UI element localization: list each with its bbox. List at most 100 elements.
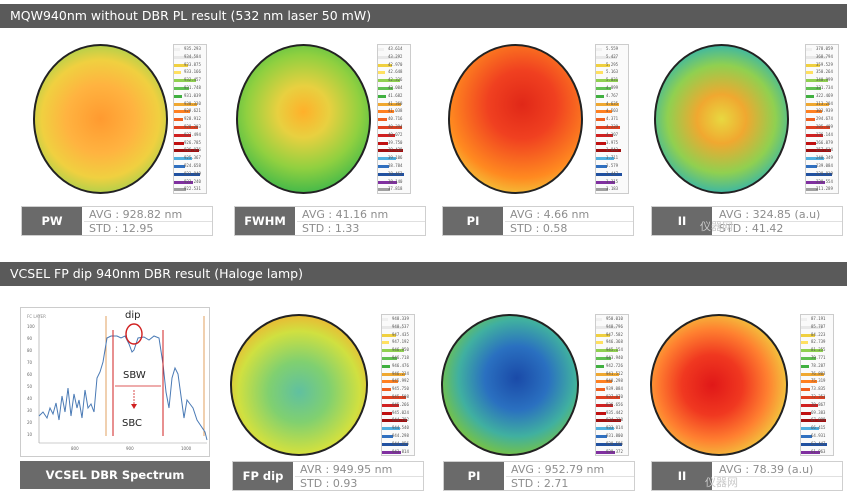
fp-wafer-map-0 bbox=[230, 314, 368, 456]
histogram-bar bbox=[174, 157, 192, 161]
scale-tick-label: 81.255 bbox=[811, 347, 826, 353]
histogram-bar bbox=[382, 388, 391, 392]
scale-tick-label: 945.024 bbox=[392, 409, 409, 415]
histogram-bar bbox=[596, 364, 604, 368]
scale-tick-label: 4.767 bbox=[606, 92, 619, 98]
scale-tick-label: 42.004 bbox=[388, 84, 403, 90]
scale-tick-label: 38.140 bbox=[388, 178, 403, 184]
histogram-bar bbox=[596, 180, 615, 184]
histogram-bar bbox=[378, 180, 397, 184]
scale-tick-label: 3.447 bbox=[606, 170, 619, 176]
fp-caption-2: II AVG : 78.39 (a.u) bbox=[651, 461, 843, 491]
histogram-bar bbox=[174, 118, 183, 122]
histogram-bar bbox=[174, 87, 189, 90]
y-tick-label: 20 bbox=[27, 420, 33, 425]
scale-tick-label: 944.298 bbox=[392, 432, 409, 438]
histogram-bar bbox=[806, 126, 830, 129]
scale-tick-label: 40.394 bbox=[388, 123, 403, 129]
histogram-bar bbox=[174, 48, 180, 51]
histogram-bar bbox=[382, 380, 398, 384]
scale-tick-label: 3.183 bbox=[606, 186, 619, 192]
histogram-bar bbox=[801, 396, 825, 399]
pl-caption-3: II AVG : 324.85 (a.u) STD : 41.42 bbox=[651, 206, 843, 236]
scale-tick-label: 929.621 bbox=[184, 108, 201, 114]
histogram-bar bbox=[596, 411, 606, 415]
scale-tick-label: 943.814 bbox=[392, 448, 409, 454]
scale-tick-label: 946.368 bbox=[606, 339, 623, 345]
sbw-label: SBW bbox=[123, 370, 146, 381]
scale-tick-label: 931.748 bbox=[184, 84, 201, 90]
histogram-bar bbox=[801, 357, 816, 360]
pl-color-scale-3: 378.059 368.794 359.529 350.264 340.999 331.7… bbox=[805, 44, 839, 194]
histogram-bar bbox=[596, 165, 607, 168]
pl-color-scale-1: 43.614 43.292 42.970 42.648 42.326 42.004 41.6… bbox=[377, 44, 411, 194]
histogram-bar bbox=[378, 149, 403, 153]
scale-tick-label: 940.298 bbox=[606, 378, 623, 384]
scale-tick-label: 926.785 bbox=[184, 139, 201, 145]
scale-tick-label: 322.469 bbox=[816, 92, 833, 98]
scale-tick-label: 4.371 bbox=[606, 116, 619, 122]
scale-tick-label: 39.428 bbox=[388, 147, 403, 153]
pl-wafer-map-3 bbox=[654, 44, 789, 194]
metric-avg: AVG : 324.85 (a.u) bbox=[714, 208, 842, 222]
histogram-bar bbox=[801, 349, 823, 353]
pl-color-scale-2: 5.559 5.427 5.295 5.163 5.031 4.899 4.767 4.635… bbox=[595, 44, 629, 194]
scale-tick-label: 939.084 bbox=[606, 386, 623, 392]
scale-tick-label: 931.800 bbox=[606, 432, 623, 438]
metric-label: FP dip bbox=[233, 462, 293, 490]
scale-tick-label: 934.584 bbox=[184, 53, 201, 59]
histogram-bar bbox=[806, 94, 814, 98]
histogram-bar bbox=[596, 94, 604, 98]
histogram-bar bbox=[806, 71, 813, 75]
histogram-bar bbox=[378, 87, 393, 90]
histogram-bar bbox=[596, 380, 612, 384]
scale-tick-label: 933.014 bbox=[606, 425, 623, 431]
histogram-bar bbox=[382, 411, 392, 415]
scale-tick-label: 67.899 bbox=[811, 417, 826, 423]
histogram-bar bbox=[378, 55, 399, 59]
scale-tick-label: 923.240 bbox=[184, 178, 201, 184]
histogram-bar bbox=[378, 133, 395, 137]
histogram-bar bbox=[382, 357, 397, 360]
histogram-bar bbox=[596, 357, 611, 360]
histogram-bar bbox=[174, 149, 199, 153]
histogram-bar bbox=[378, 141, 388, 145]
histogram-bar bbox=[596, 442, 622, 446]
scale-tick-label: 5.295 bbox=[606, 61, 619, 67]
scale-tick-label: 948.796 bbox=[606, 323, 623, 329]
histogram-bar bbox=[596, 110, 612, 114]
scale-tick-label: 248.349 bbox=[816, 155, 833, 161]
scale-tick-label: 72.351 bbox=[811, 393, 826, 399]
histogram-bar bbox=[378, 118, 387, 122]
histogram-bar bbox=[382, 442, 408, 446]
scale-tick-label: 943.940 bbox=[606, 354, 623, 360]
histogram-bar bbox=[806, 180, 825, 184]
histogram-bar bbox=[806, 149, 831, 153]
histogram-bar bbox=[382, 427, 400, 431]
scale-tick-label: 937.870 bbox=[606, 393, 623, 399]
scale-tick-label: 945.992 bbox=[392, 378, 409, 384]
y-tick-label: 90 bbox=[27, 336, 33, 341]
spectrum-caption: VCSEL DBR Spectrum bbox=[20, 461, 210, 489]
histogram-bar bbox=[382, 333, 396, 337]
y-tick-label: 80 bbox=[27, 348, 33, 353]
scale-tick-label: 936.656 bbox=[606, 401, 623, 407]
scale-tick-label: 257.614 bbox=[816, 147, 833, 153]
histogram-bar bbox=[174, 188, 186, 192]
histogram-bar bbox=[174, 165, 185, 168]
scale-tick-label: 39.750 bbox=[388, 139, 403, 145]
scale-tick-label: 935.293 bbox=[184, 46, 201, 51]
pl-wafer-map-2 bbox=[448, 44, 583, 194]
scale-tick-label: 930.586 bbox=[606, 440, 623, 446]
histogram-bar bbox=[596, 396, 620, 399]
histogram-bar bbox=[806, 188, 818, 192]
histogram-bar bbox=[806, 102, 829, 106]
scale-tick-label: 927.494 bbox=[184, 131, 201, 137]
section-header-pl: MQW940nm without DBR PL result (532 nm l… bbox=[0, 4, 847, 28]
scale-tick-label: 5.163 bbox=[606, 69, 619, 75]
histogram-bar bbox=[596, 325, 617, 329]
scale-tick-label: 928.203 bbox=[184, 123, 201, 129]
scale-tick-label: 40.716 bbox=[388, 116, 403, 122]
histogram-bar bbox=[596, 318, 602, 321]
scale-tick-label: 925.367 bbox=[184, 155, 201, 161]
